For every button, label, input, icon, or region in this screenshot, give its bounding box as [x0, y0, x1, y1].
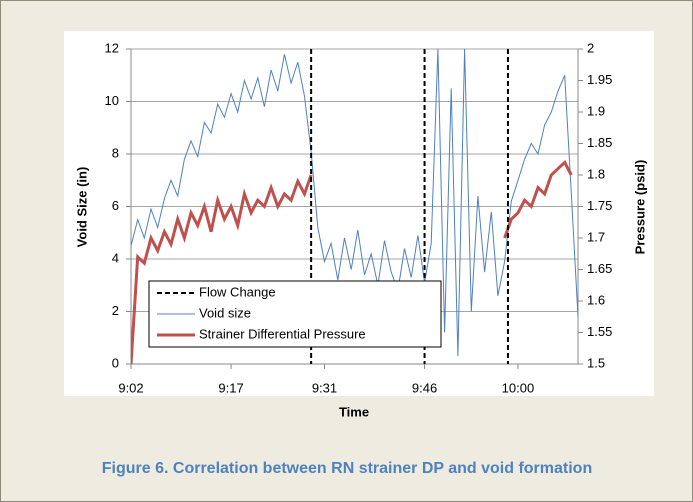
x-tick-label: 9:17	[218, 380, 243, 395]
y-tick-label: 12	[105, 40, 119, 55]
y2-tick-label: 1.9	[587, 103, 605, 118]
legend	[148, 280, 442, 348]
y2-tick-label: 1.8	[587, 166, 605, 181]
y2-tick-label: 1.75	[587, 198, 612, 213]
x-axis-title: Time	[339, 404, 369, 419]
y2-tick-label: 1.85	[587, 135, 612, 150]
legend-label: Flow Change	[199, 284, 276, 299]
y2-tick-label: 1.65	[587, 261, 612, 276]
y-tick-label: 8	[112, 145, 119, 160]
y-tick-label: 4	[112, 250, 119, 265]
y-tick-label: 6	[112, 198, 119, 213]
x-tick-label: 9:46	[412, 380, 437, 395]
series-line	[131, 48, 579, 357]
y2-axis-title: Pressure (psid)	[632, 160, 647, 255]
y2-tick-label: 1.7	[587, 229, 605, 244]
y2-tick-label: 2	[587, 40, 594, 55]
x-tick-label: 9:02	[118, 380, 143, 395]
x-tick-label: 10:00	[502, 380, 535, 395]
legend-label: Strainer Differential Pressure	[199, 326, 366, 341]
y2-tick-label: 1.5	[587, 355, 605, 370]
x-tick-label: 9:31	[312, 380, 337, 395]
y-tick-label: 0	[112, 355, 119, 370]
y-axis-title: Void Size (in)	[74, 167, 89, 248]
y2-tick-label: 1.95	[587, 72, 612, 87]
caption: Figure 6. Correlation between RN straine…	[102, 460, 592, 477]
series-line	[131, 159, 573, 365]
y-tick-label: 10	[105, 93, 119, 108]
y2-tick-label: 1.6	[587, 292, 605, 307]
y2-tick-label: 1.55	[587, 324, 612, 339]
y-tick-label: 2	[112, 303, 119, 318]
legend-label: Void size	[199, 305, 251, 320]
